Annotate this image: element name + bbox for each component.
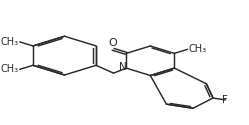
Text: CH₃: CH₃ (1, 37, 19, 47)
Text: CH₃: CH₃ (188, 44, 207, 54)
Text: N: N (119, 62, 127, 72)
Text: O: O (109, 38, 118, 48)
Text: F: F (223, 95, 228, 105)
Text: CH₃: CH₃ (1, 64, 19, 74)
